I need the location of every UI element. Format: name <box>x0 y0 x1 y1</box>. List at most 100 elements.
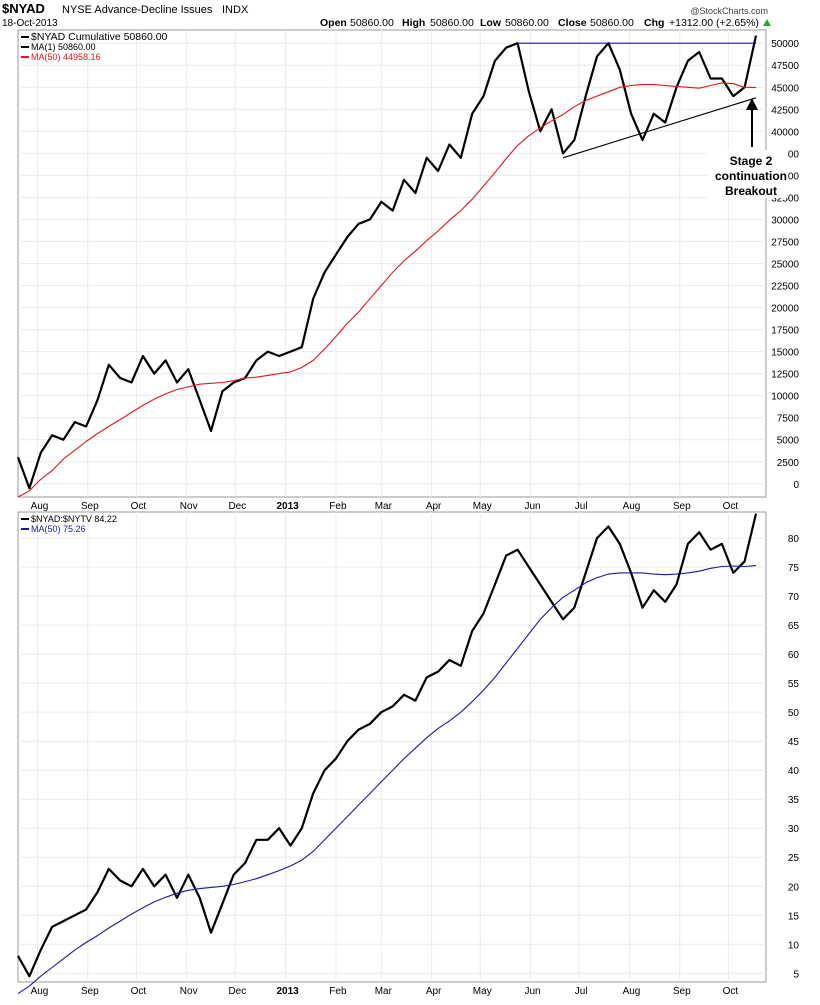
x-tick-label: Jul <box>575 501 588 512</box>
y-tick-label: 22500 <box>771 282 799 293</box>
x-tick-label: Nov <box>180 501 198 512</box>
annotation-line-1: Stage 2 <box>730 154 773 168</box>
breakout-annotation: Stage 2 continuation Breakout <box>708 98 788 198</box>
high-label: High <box>402 17 425 29</box>
x-tick-label: Oct <box>131 501 147 512</box>
x-tick-label: May <box>473 986 492 997</box>
x-tick-label: Aug <box>31 986 49 997</box>
top-panel: 0 2500 5000 7500 10000 12500 15000 17500 20000 22… <box>16 29 799 512</box>
y-tick-label: 2500 <box>777 458 800 469</box>
x-tick-label: Oct <box>723 501 739 512</box>
low-label: Low <box>480 17 502 29</box>
y-tick-label: 47500 <box>771 61 799 72</box>
x-tick-label: Oct <box>723 986 739 997</box>
top-x-axis: Aug Sep Oct Nov Dec 2013 Feb Mar Apr May Jun Jul Aug… <box>31 501 739 512</box>
y-tick-label: 15000 <box>771 348 799 359</box>
x-tick-label: Jul <box>575 986 588 997</box>
x-tick-label: Dec <box>228 986 246 997</box>
y-tick-label: 35 <box>788 795 800 806</box>
x-tick-label: Apr <box>426 501 442 512</box>
y-tick-label: 45000 <box>771 83 799 94</box>
annotation-line-3: Breakout <box>725 184 777 198</box>
y-tick-label: 15 <box>788 911 800 922</box>
x-tick-label: Nov <box>180 986 198 997</box>
y-tick-label: 40 <box>788 766 800 777</box>
y-tick-label: 10 <box>788 940 800 951</box>
x-tick-label: Jun <box>524 986 540 997</box>
x-tick-label: Mar <box>375 986 393 997</box>
high-value: 50860.00 <box>430 17 474 29</box>
watermark: @StockCharts.com <box>690 6 768 16</box>
close-label: Close <box>558 17 587 29</box>
y-tick-label: 25 <box>788 853 800 864</box>
y-tick-label: 7500 <box>777 414 800 425</box>
open-label: Open <box>320 17 347 29</box>
open-value: 50860.00 <box>350 17 394 29</box>
x-tick-label: 2013 <box>277 501 300 512</box>
bottom-gridlines <box>18 512 766 982</box>
x-tick-label: 2013 <box>277 986 300 997</box>
x-tick-label: Feb <box>329 986 347 997</box>
y-tick-label: 50 <box>788 708 800 719</box>
-nyad-nytv-line <box>17 513 758 978</box>
support-line <box>562 97 757 159</box>
annotation-line-2: continuation <box>715 169 787 183</box>
y-tick-label: 40000 <box>771 127 799 138</box>
y-tick-label: 75 <box>788 563 800 574</box>
y-tick-label: 70 <box>788 592 800 603</box>
x-tick-label: Oct <box>131 986 147 997</box>
y-tick-label: 60 <box>788 650 800 661</box>
y-tick-label: 42500 <box>771 105 799 116</box>
x-tick-label: Sep <box>673 501 691 512</box>
y-tick-label: 55 <box>788 679 800 690</box>
y-tick-label: 80 <box>788 534 800 545</box>
bottom-panel-frame <box>17 511 767 983</box>
x-tick-label: Sep <box>673 986 691 997</box>
legend-label: $NYAD Cumulative 50860.00 <box>31 31 168 43</box>
chart-date: 18-Oct-2013 <box>2 18 58 29</box>
y-tick-label: 5 <box>793 969 799 980</box>
legend-label: MA(1) 50860.00 <box>31 42 96 52</box>
bottom-x-axis: Aug Sep Oct Nov Dec 2013 Feb Mar Apr May Jun Jul Aug… <box>31 986 739 997</box>
low-value: 50860.00 <box>505 17 549 29</box>
y-tick-label: 50000 <box>771 39 799 50</box>
y-tick-label: 20 <box>788 882 800 893</box>
ma-50--line <box>17 82 757 498</box>
bottom-series <box>17 513 758 995</box>
x-tick-label: Aug <box>623 501 641 512</box>
ma-50--line <box>17 565 757 995</box>
x-tick-label: Jun <box>524 501 540 512</box>
y-tick-label: 0 <box>793 480 799 491</box>
x-tick-label: Sep <box>81 986 99 997</box>
top-gridlines <box>18 30 766 497</box>
annotation-bg <box>708 150 788 198</box>
top-y-axis: 0 2500 5000 7500 10000 12500 15000 17500 20000 22… <box>771 39 799 491</box>
exchange-label: INDX <box>222 4 249 16</box>
x-tick-label: Feb <box>329 501 347 512</box>
legend-label: MA(50) 75.26 <box>31 524 86 534</box>
bottom-panel: 5 10 15 20 25 30 35 40 45 50 55 60 65 70 75 80 Aug Sep Oc… <box>17 511 800 997</box>
y-tick-label: 30 <box>788 824 800 835</box>
x-tick-label: Aug <box>31 501 49 512</box>
y-tick-label: 30000 <box>771 215 799 226</box>
y-tick-label: 65 <box>788 621 800 632</box>
top-series <box>16 35 758 498</box>
chg-value: +1312.00 (+2.65%) <box>669 17 759 29</box>
y-tick-label: 20000 <box>771 304 799 315</box>
y-tick-label: 5000 <box>777 436 800 447</box>
y-tick-label: 45 <box>788 737 800 748</box>
x-tick-label: May <box>473 501 492 512</box>
x-tick-label: Mar <box>375 501 393 512</box>
y-tick-label: 17500 <box>771 326 799 337</box>
bottom-y-axis: 5 10 15 20 25 30 35 40 45 50 55 60 65 70 75 80 <box>788 534 800 980</box>
x-tick-label: Apr <box>426 986 442 997</box>
x-tick-label: Aug <box>623 986 641 997</box>
chg-label: Chg <box>644 17 664 29</box>
up-triangle-icon <box>763 19 771 26</box>
x-tick-label: Dec <box>228 501 246 512</box>
close-value: 50860.00 <box>590 17 634 29</box>
